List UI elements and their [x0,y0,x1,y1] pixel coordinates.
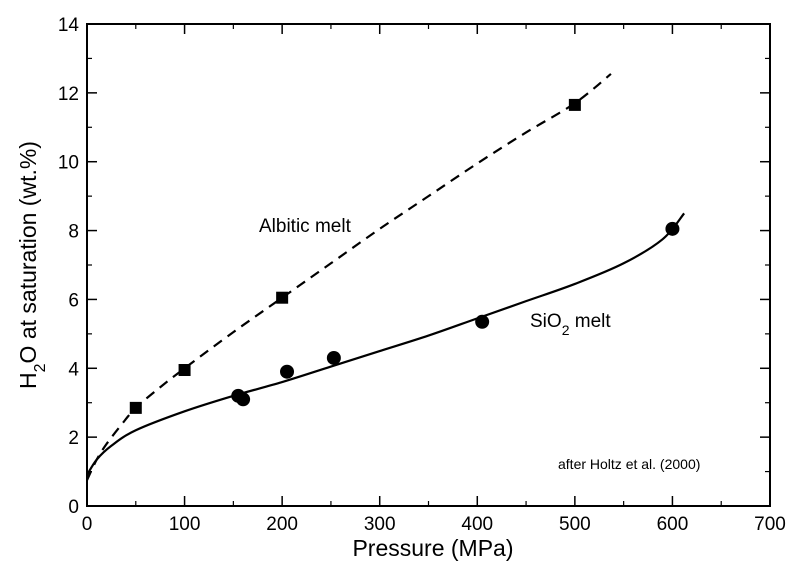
albitic-data-point [129,401,142,414]
x-tick-label: 400 [461,514,493,535]
sio2-data-point [326,350,341,365]
source-annotation: after Holtz et al. (2000) [558,456,700,472]
x-axis-title: Pressure (MPa) [352,535,513,561]
y-tick-label: 10 [58,153,79,174]
x-tick-label: 700 [754,514,786,535]
x-tick-label: 200 [266,514,298,535]
y-axis-title-post: O at saturation (wt.%) [15,141,41,363]
series-0-curve [86,73,612,481]
x-tick-label: 500 [559,514,591,535]
x-tick-label: 100 [169,514,201,535]
albitic-data-point [568,98,581,111]
y-tick-label: 2 [68,428,79,449]
y-tick-label: 0 [68,497,79,518]
plot-frame [86,23,771,507]
curves-layer [86,73,686,481]
y-tick-label: 4 [68,359,79,380]
markers-layer [129,98,680,414]
labels-layer: Pressure (MPa) H2O at saturation (wt.%) … [15,141,700,561]
y-tick-label: 12 [58,84,79,105]
y-axis-title-sub: 2 [32,363,49,372]
x-tick-label: 0 [82,514,93,535]
series-label-sio2-post: melt [569,311,611,332]
series-label-sio2-pre: SiO [530,311,562,332]
y-axis-title-pre: H [15,372,41,389]
albitic-data-point [178,364,191,377]
series-label-sio2-sub: 2 [562,322,570,338]
series-label-albitic: Albitic melt [259,216,352,237]
y-axis-title: H2O at saturation (wt.%) [15,141,49,389]
y-tick-label: 14 [58,15,80,36]
axes-layer: 0 100 200 300 400 500 600 700 0 2 4 6 8 10 12 14 [58,15,786,535]
sio2-data-point [665,221,680,236]
series-label-sio2: SiO2 melt [530,311,611,338]
sio2-data-point [236,392,251,407]
albitic-data-point [276,291,289,304]
sio2-data-point [280,364,295,379]
y-tick-label: 8 [68,222,79,243]
x-tick-label: 600 [657,514,689,535]
sio2-data-point [475,314,490,329]
y-tick-label: 6 [68,290,79,311]
x-tick-label: 300 [364,514,396,535]
series-1-curve [86,212,686,476]
